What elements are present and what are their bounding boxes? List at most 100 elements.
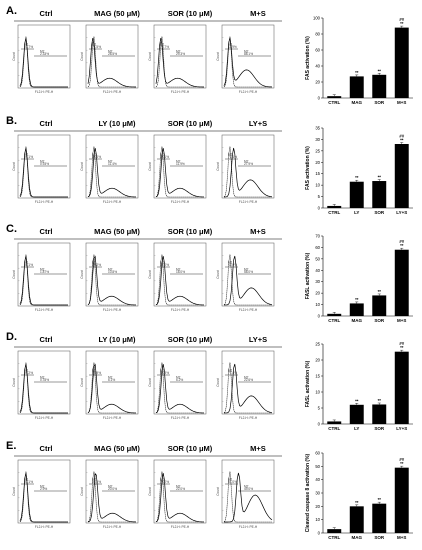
y-axis-title: FAS activation (%) [305, 146, 311, 190]
flow-x-label: FL2-H: PE-H [171, 308, 190, 312]
bar-chart: 0 10 20 30 40 50 60 70 FASL activation (%) CTRL MA… [305, 234, 413, 323]
sample-curve [19, 38, 68, 88]
gate-m2-value: 22.0% [176, 487, 185, 491]
bar [394, 467, 409, 533]
gate-m1-label: M1 [24, 369, 29, 373]
flow-y-label: Count [12, 270, 16, 279]
gate-m1-label: M1 [92, 478, 97, 482]
gate-m2-value: 18.0% [176, 270, 185, 274]
significance-label: ** [355, 398, 359, 403]
y-tick-label: 60 [315, 48, 320, 53]
gate-m2-label: M2 [40, 50, 45, 54]
flow-y-label: Count [216, 162, 220, 171]
flow-y-label: Count [148, 487, 152, 496]
flow-y-label: Count [12, 52, 16, 61]
control-curve [155, 146, 204, 198]
significance-label: ## [399, 457, 404, 462]
sample-curve [223, 37, 273, 88]
bar [372, 295, 387, 316]
flow-title: Ctrl [40, 9, 53, 18]
significance-label: ** [400, 345, 404, 350]
gate-m1-label: M1 [160, 153, 165, 157]
sample-curve [87, 472, 137, 523]
gate-m1-label: M1 [24, 153, 29, 157]
x-tick-label: SOR [374, 535, 385, 540]
flow-title: SOR (10 μM) [168, 119, 213, 128]
y-tick-label: 100 [313, 16, 321, 21]
gate-m2-value: 88.1% [244, 52, 253, 56]
y-tick-label: 10 [315, 302, 320, 307]
gate-m1-value: 93.9% [92, 371, 101, 375]
flow-x-label: FL2-H: PE-H [171, 525, 190, 529]
flow-frame [85, 459, 139, 524]
y-tick-label: 25 [315, 342, 320, 347]
y-tick-label: 60 [315, 245, 320, 250]
bar [349, 181, 364, 208]
bar [349, 404, 364, 424]
x-tick-label: MAG [352, 318, 363, 323]
bar [327, 529, 342, 533]
gate-m1-value: 51.0% [228, 480, 237, 484]
flow-frame [153, 350, 207, 415]
y-tick-label: 0 [318, 531, 321, 536]
flow-frame [221, 24, 275, 89]
flow-x-label: FL2-H: PE-H [35, 416, 54, 420]
gate-m2-label: M2 [244, 376, 249, 380]
gate-m1-label: M1 [228, 369, 233, 373]
gate-m1-label: M1 [92, 369, 97, 373]
gate-m1-label: M1 [160, 369, 165, 373]
gate-m1-label: M1 [92, 261, 97, 265]
y-tick-label: 40 [315, 268, 320, 273]
control-curve [223, 146, 272, 198]
significance-label: ** [400, 243, 404, 248]
gate-m1-value: 99.1% [24, 155, 33, 159]
flow-frame [17, 242, 71, 307]
flow-y-label: Count [80, 52, 84, 61]
flow-x-label: FL2-H: PE-H [171, 416, 190, 420]
flow-frame [153, 459, 207, 524]
flow-frame [85, 242, 139, 307]
bar-chart: 0 5 10 15 20 25 30 35 FAS activation (%) CTRL LY **… [305, 126, 413, 215]
gate-m2-label: M2 [176, 160, 181, 164]
significance-label: ## [399, 17, 404, 22]
significance-label: ## [399, 341, 404, 346]
bar [394, 144, 409, 208]
y-tick-label: 30 [315, 279, 320, 284]
gate-m1-label: M1 [24, 478, 29, 482]
y-tick-label: 15 [315, 374, 320, 379]
significance-label: ** [400, 21, 404, 26]
gate-m2-value: 49.0% [244, 487, 253, 491]
flow-x-label: FL2-H: PE-H [35, 525, 54, 529]
gate-m1-value: 80.0% [92, 480, 101, 484]
flow-frame [17, 459, 71, 524]
x-tick-label: CTRL [328, 100, 340, 105]
flow-frame [153, 242, 207, 307]
control-curve [155, 471, 204, 523]
gate-m2-label: M2 [244, 50, 249, 54]
gate-m1-value: 97.1% [24, 480, 33, 484]
sample-curve [19, 256, 68, 306]
y-tick-label: 80 [315, 32, 320, 37]
gate-m2-label: M2 [40, 485, 45, 489]
y-tick-label: 35 [315, 126, 320, 131]
flow-x-label: FL2-H: PE-H [239, 308, 258, 312]
panel-row-e: E. Ctrl MAG (50 μM) SOR (10 μM) M+SM197.1%M2… [6, 440, 413, 540]
gate-m1-label: M1 [24, 261, 29, 265]
flow-frame [17, 24, 71, 89]
flow-y-label: Count [216, 487, 220, 496]
flow-title: M+S [250, 444, 266, 453]
bar [394, 351, 409, 424]
bar [327, 313, 342, 316]
y-tick-label: 20 [315, 358, 320, 363]
x-tick-label: SOR [374, 318, 385, 323]
gate-m2-label: M2 [108, 160, 113, 164]
flow-title: LY (10 μM) [98, 119, 136, 128]
gate-m2-label: M2 [176, 268, 181, 272]
